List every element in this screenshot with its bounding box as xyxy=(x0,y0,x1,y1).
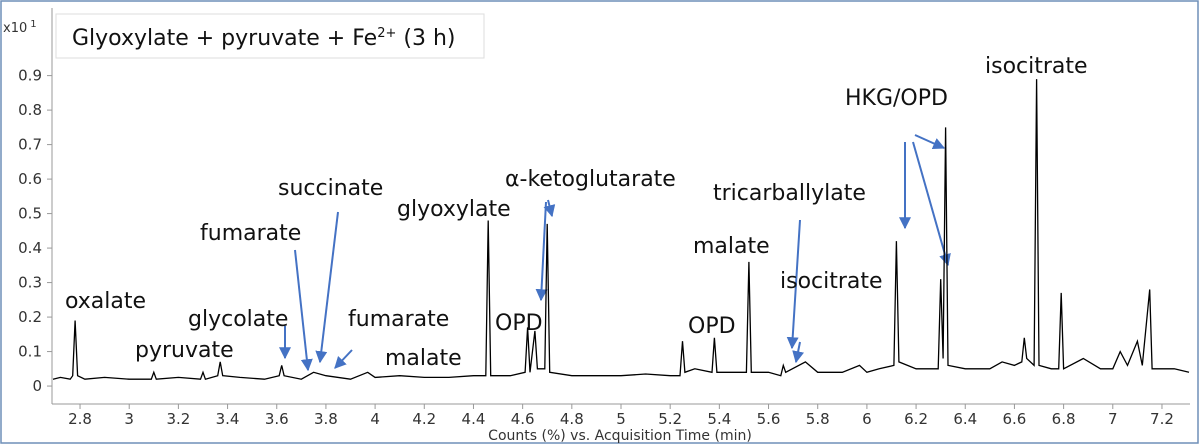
annotation: glyoxylate xyxy=(397,197,511,222)
x-tick-label: 5.2 xyxy=(658,410,682,428)
annotation: HKG/OPD xyxy=(845,86,948,111)
annotation: glycolate xyxy=(188,307,288,332)
x-tick-label: 4.6 xyxy=(511,410,535,428)
annotation: malate xyxy=(693,234,770,259)
annotation: OPD xyxy=(495,311,543,336)
arrow xyxy=(334,349,353,369)
arrow xyxy=(912,141,951,267)
x-tick-label: 4.4 xyxy=(462,410,486,428)
y-tick-label: 0.3 xyxy=(18,274,42,292)
x-tick-label: 7.2 xyxy=(1150,410,1174,428)
trace xyxy=(52,79,1190,380)
chart-title: Glyoxylate + pyruvate + Fe2+ (3 h) xyxy=(72,26,455,51)
title-main: Glyoxylate + pyruvate + Fe xyxy=(72,26,377,51)
x-tick-label: 6.8 xyxy=(1052,410,1076,428)
x-tick-label: 4.8 xyxy=(560,410,584,428)
annotation: fumarate xyxy=(200,221,301,246)
y-tick-label: 0.2 xyxy=(18,308,42,326)
annotation: OPD xyxy=(688,314,736,339)
x-axis-label: Counts (%) vs. Acquisition Time (min) xyxy=(488,428,752,444)
x-tick-label: 4 xyxy=(370,410,380,428)
annotation: isocitrate xyxy=(780,269,883,294)
annotation: fumarate xyxy=(348,307,449,332)
arrows xyxy=(279,134,951,372)
x-tick-label: 3.6 xyxy=(265,410,289,428)
y-tick-label: 0.9 xyxy=(18,67,42,85)
title-box xyxy=(55,13,485,59)
arrow xyxy=(914,134,946,150)
y-tick-label: 0.5 xyxy=(18,205,42,223)
y-tick-label: 0.8 xyxy=(18,101,42,119)
x-tick-label: 2.8 xyxy=(68,410,92,428)
x-tick-label: 3 xyxy=(124,410,134,428)
y-tick-label: 0.1 xyxy=(18,343,42,361)
x-tick-label: 7 xyxy=(1108,410,1118,428)
x-tick-label: 3.2 xyxy=(166,410,190,428)
x-tick-label: 3.8 xyxy=(314,410,338,428)
x-tick-label: 6.2 xyxy=(904,410,928,428)
x-tick-label: 5.6 xyxy=(757,410,781,428)
annotation: α-ketoglutarate xyxy=(505,167,676,192)
annotation: succinate xyxy=(278,176,383,201)
y-tick-label: 0.7 xyxy=(18,136,42,154)
x-tick-label: 4.2 xyxy=(412,410,436,428)
x-tick-label: 5.4 xyxy=(707,410,731,428)
x-tick-label: 6 xyxy=(862,410,872,428)
annotation: tricarballylate xyxy=(713,181,866,206)
y-multiplier: x10 1 xyxy=(3,19,37,36)
x-tick-label: 3.4 xyxy=(216,410,240,428)
arrow xyxy=(535,201,548,302)
y-tick-label: 0.4 xyxy=(18,239,42,257)
x-tick-label: 5.8 xyxy=(806,410,830,428)
y-multiplier-base: x10 xyxy=(3,21,27,36)
annotation: isocitrate xyxy=(985,54,1088,79)
arrow xyxy=(786,219,801,350)
annotation: malate xyxy=(385,346,462,371)
title-superscript: 2+ xyxy=(377,26,396,41)
y-tick-label: 0 xyxy=(32,377,42,395)
arrow xyxy=(792,341,805,364)
x-tick-label: 5 xyxy=(616,410,626,428)
arrow xyxy=(543,199,556,218)
annotation: pyruvate xyxy=(135,338,234,363)
annotation: oxalate xyxy=(65,289,146,314)
y-tick-label: 0.6 xyxy=(18,170,42,188)
x-tick-label: 6.4 xyxy=(953,410,977,428)
title-suffix: (3 h) xyxy=(396,26,455,51)
arrow xyxy=(315,211,339,364)
arrow xyxy=(294,249,313,372)
x-tick-label: 6.6 xyxy=(1003,410,1027,428)
y-multiplier-exponent: 1 xyxy=(30,19,36,30)
